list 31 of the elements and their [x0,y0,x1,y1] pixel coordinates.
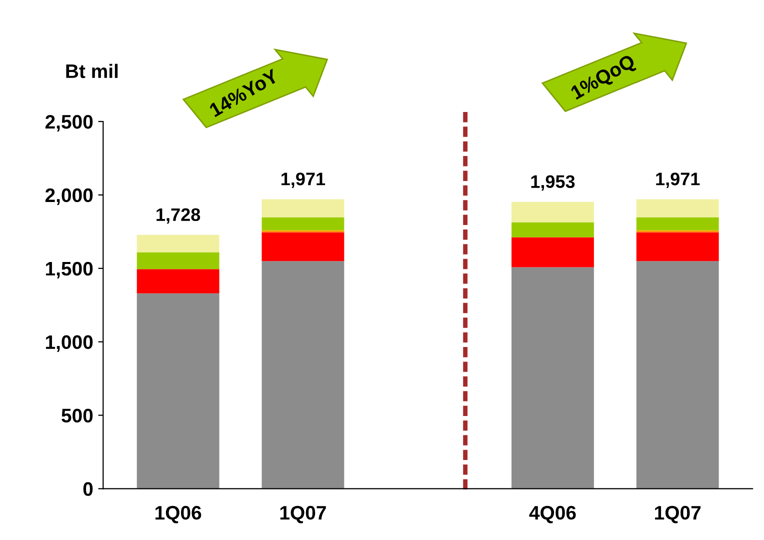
bar [262,261,344,489]
bar [262,199,344,218]
y-tick-label: 1,500 [46,262,93,278]
y-tick-label: 0 [83,482,93,496]
y-tick-label: 2,000 [45,188,93,205]
bar [262,232,344,262]
x-tick-label: 1Q07 [280,506,326,524]
bar [636,261,719,489]
bar [512,202,594,222]
bar [512,222,594,238]
y-tick-label: 1,000 [46,335,93,352]
bar [636,217,719,230]
total-label: 1,971 [656,172,700,188]
bar [262,217,344,230]
total-label: 1,953 [531,175,575,191]
bar [512,237,594,268]
x-tick-label: 1Q07 [655,506,701,524]
y-axis-title: Bt mil [66,64,118,78]
total-label: 1,971 [282,172,326,188]
bar [136,293,220,489]
x-tick-label: 4Q06 [529,506,576,524]
y-tick-label: 2,500 [45,114,93,132]
total-label: 1,728 [156,208,200,224]
bar [636,232,719,262]
bar [136,269,220,294]
bar [636,199,719,218]
y-tick-label: 500 [62,408,93,422]
bar [136,234,220,252]
bar [512,267,594,489]
x-tick-label: 1Q06 [156,506,202,524]
bar [136,252,220,270]
